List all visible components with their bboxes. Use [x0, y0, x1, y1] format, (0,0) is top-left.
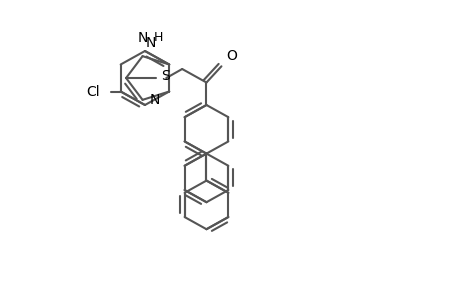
Text: S: S: [160, 69, 169, 83]
Text: N: N: [145, 36, 156, 50]
Text: Cl: Cl: [86, 85, 100, 98]
Text: H: H: [153, 31, 163, 44]
Text: O: O: [226, 49, 236, 63]
Text: N: N: [150, 93, 160, 107]
Text: N: N: [138, 31, 148, 45]
